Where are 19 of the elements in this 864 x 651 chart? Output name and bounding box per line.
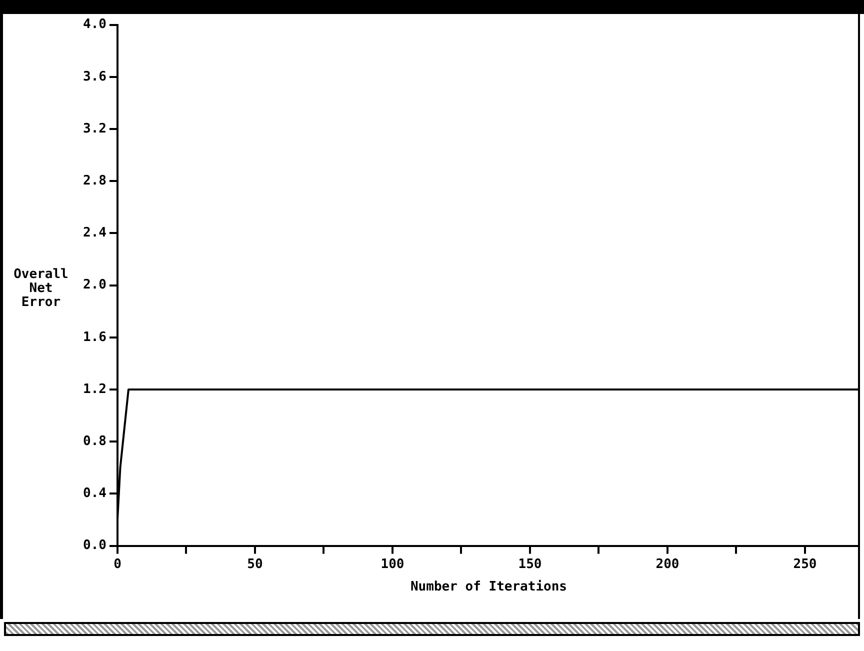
y-tick-label: 3.2 <box>82 121 106 136</box>
y-tick-label: 3.6 <box>82 69 107 84</box>
y-tick-label: 0.4 <box>82 486 107 502</box>
y-tick-label: 1.6 <box>82 330 107 345</box>
x-axis-title: Number of Iterations <box>410 580 568 595</box>
y-tick-label: 0.0 <box>82 538 107 554</box>
y-tick-label: 2.4 <box>82 226 107 241</box>
y-tick-label: 2.8 <box>82 173 107 188</box>
x-tick-label: 100 <box>380 556 404 572</box>
x-tick-label: 50 <box>247 556 263 572</box>
x-tick-label: 0 <box>114 556 122 572</box>
y-axis-title: Overall Net Error <box>12 267 70 310</box>
y-tick-label: 0.8 <box>82 434 107 449</box>
x-tick-label: 200 <box>656 556 680 572</box>
x-tick-label: 150 <box>518 556 542 572</box>
y-tick-label: 2.0 <box>82 278 107 293</box>
x-tick-label: 250 <box>793 556 817 572</box>
y-tick-label: 4.0 <box>82 17 107 32</box>
y-tick-label: 1.2 <box>82 382 106 397</box>
